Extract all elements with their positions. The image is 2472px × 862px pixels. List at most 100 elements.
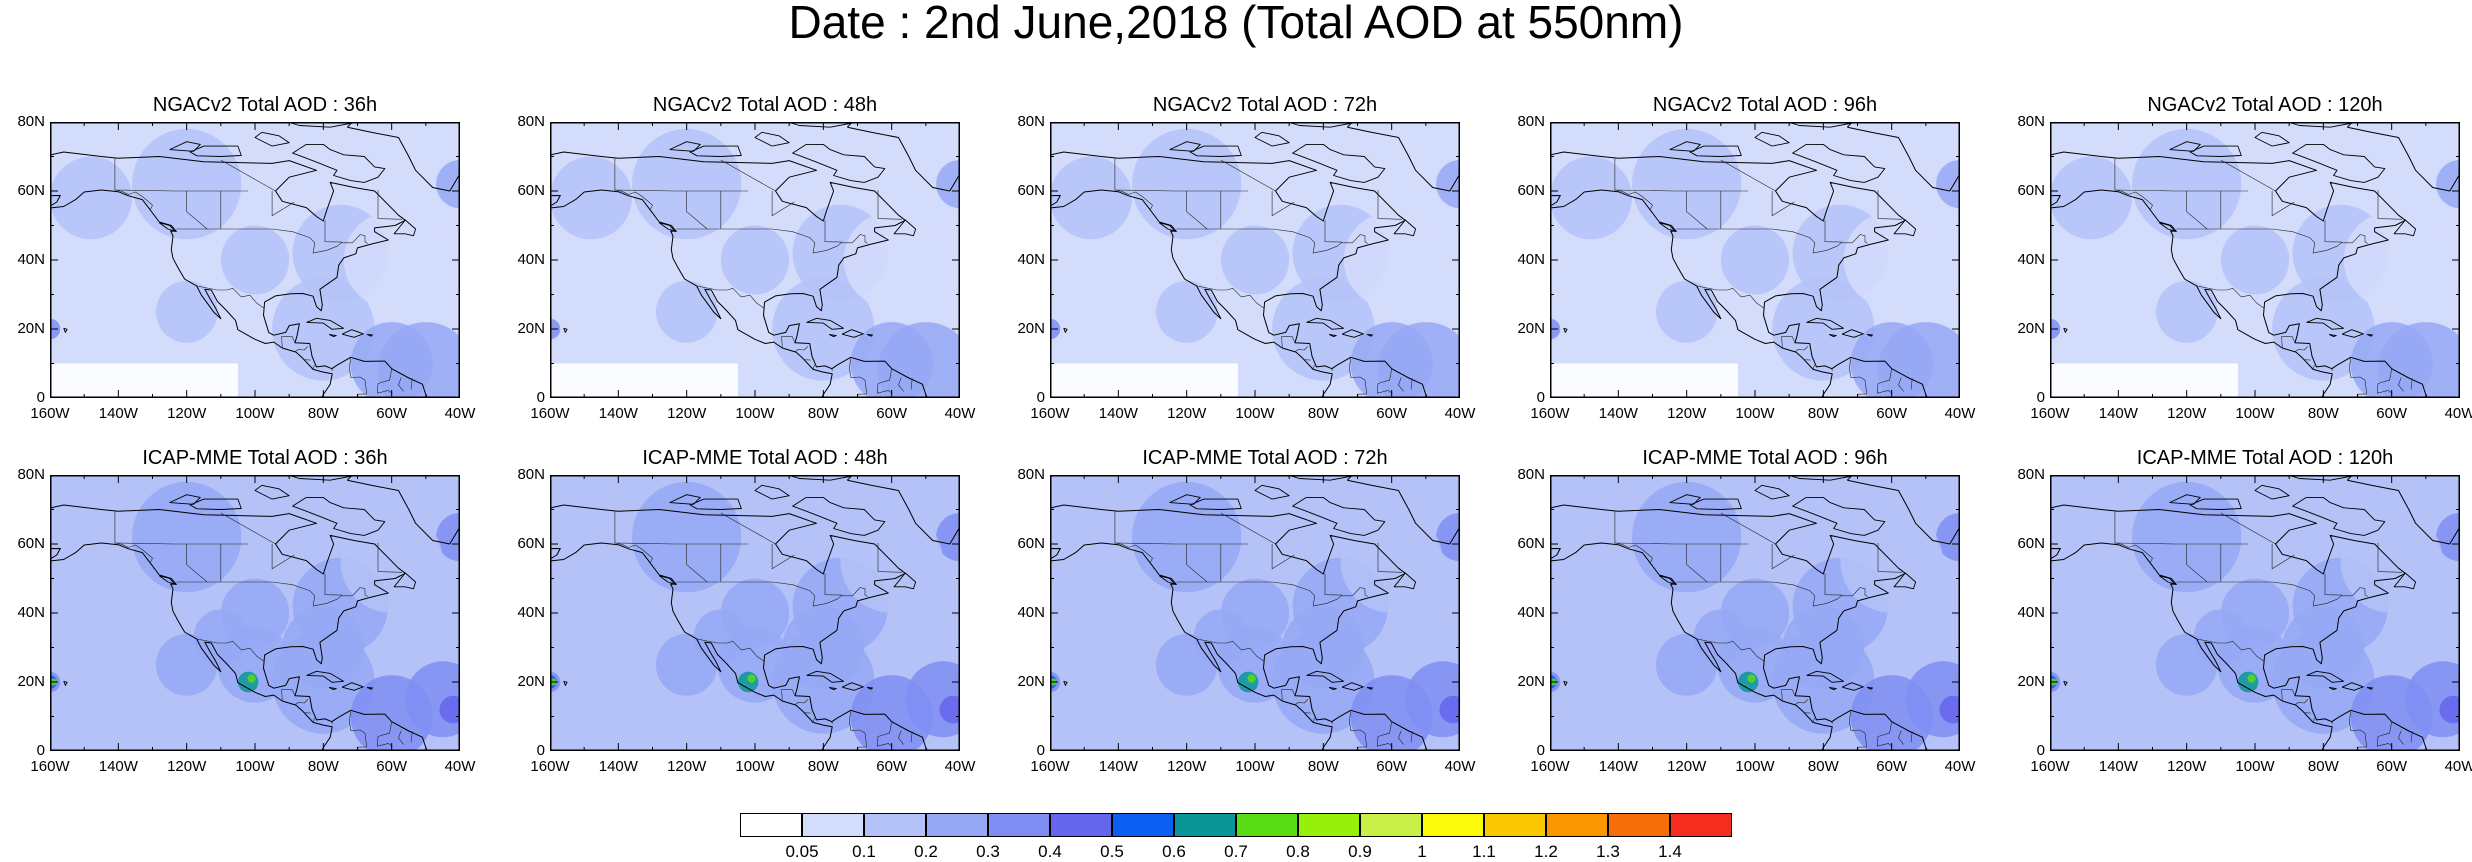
low-aod-region — [550, 363, 738, 398]
lon-label: 40W — [944, 758, 976, 775]
aod-feature — [2193, 609, 2249, 665]
coastline — [1292, 143, 1386, 183]
political-border — [1410, 378, 1413, 390]
political-border — [1114, 542, 1187, 545]
political-border — [1377, 368, 1393, 394]
lon-label: 160W — [30, 405, 70, 422]
lon-label: 40W — [1944, 758, 1976, 775]
political-border — [877, 721, 893, 747]
political-border — [1795, 346, 1809, 352]
aod-feature — [2378, 322, 2460, 398]
political-border — [1196, 285, 1265, 309]
political-border — [1877, 721, 1893, 747]
lat-label: 20N — [2017, 673, 2045, 690]
aod-feature — [550, 156, 632, 240]
colorbar-swatch — [926, 813, 988, 837]
map-panel-icap-mme-120h: ICAP-MME Total AOD : 120h 80N 60N 40N 20N 0 16… — [2017, 445, 2472, 775]
coastline — [2366, 687, 2373, 690]
lat-label: 0 — [36, 742, 45, 759]
lon-label: 140W — [98, 405, 138, 422]
political-border — [295, 699, 309, 705]
political-border — [2295, 699, 2309, 705]
lon-label: 100W — [735, 405, 775, 422]
aod-feature — [2439, 695, 2460, 724]
coastline — [189, 145, 242, 157]
aod-feature — [272, 277, 375, 381]
lon-label: 80W — [1307, 405, 1339, 422]
coastline — [689, 145, 742, 157]
colorbar-swatch — [1112, 813, 1174, 837]
aod-feature — [50, 156, 132, 240]
low-aod-region — [50, 363, 238, 398]
coastline — [393, 572, 417, 590]
coastline — [2063, 327, 2068, 333]
colorbar-label: 1.2 — [1534, 842, 1558, 861]
political-border — [281, 689, 296, 702]
lon-label: 120W — [667, 405, 707, 422]
coastline — [1254, 131, 1290, 147]
coastline — [2366, 334, 2373, 337]
lon-label: 80W — [1307, 758, 1339, 775]
political-border — [2295, 346, 2309, 352]
aod-feature — [1436, 512, 1460, 562]
lat-label: 0 — [1536, 742, 1545, 759]
political-border — [781, 336, 796, 349]
political-border — [1196, 638, 1265, 662]
political-border — [196, 285, 265, 309]
political-border — [1377, 543, 1402, 573]
political-border — [1877, 543, 1902, 573]
coastline — [346, 122, 460, 192]
coastline — [1659, 575, 1676, 585]
aod-feature — [2282, 606, 2365, 689]
coastline — [846, 475, 960, 545]
political-border — [271, 544, 295, 570]
political-border — [1271, 544, 1295, 570]
map-panel-ngacv2-72h: NGACv2 Total AOD : 72h 80N 60N 40N 20N 0 160W 1… — [1017, 92, 1480, 422]
map-plot — [550, 475, 960, 751]
aod-feature — [1343, 211, 1440, 309]
lon-label: 80W — [2307, 405, 2339, 422]
aod-feature — [737, 671, 759, 693]
political-border — [2410, 378, 2413, 390]
coastline — [1169, 141, 1201, 152]
political-border — [2114, 542, 2187, 545]
coastline — [1306, 670, 1344, 683]
map-plot — [1050, 475, 1460, 751]
political-border — [220, 512, 276, 545]
political-border — [1377, 721, 1393, 747]
coastline — [2050, 151, 2429, 398]
lat-label: 60N — [17, 182, 45, 199]
colorbar-label: 0.4 — [1038, 842, 1062, 861]
coastline — [1754, 131, 1790, 147]
political-border — [2176, 581, 2368, 607]
aod-feature — [550, 671, 663, 751]
political-border — [1771, 191, 1795, 217]
aod-feature — [1436, 159, 1460, 209]
coastline — [189, 498, 242, 510]
map-plot — [50, 475, 460, 751]
coastline — [550, 504, 929, 751]
lat-label: 80N — [2017, 113, 2045, 130]
coastline — [2254, 131, 2290, 147]
coastline — [659, 222, 676, 232]
coastline — [2393, 572, 2417, 590]
political-border — [295, 346, 309, 352]
coastline — [1050, 151, 1429, 398]
political-border — [1614, 542, 1687, 545]
coastline — [159, 575, 176, 585]
political-border — [771, 191, 795, 217]
coastline — [366, 687, 373, 690]
political-border — [1176, 581, 1368, 607]
map-plot — [2050, 122, 2460, 398]
coastline — [2393, 219, 2417, 237]
lat-label: 20N — [1517, 320, 1545, 337]
lat-label: 20N — [17, 673, 45, 690]
aod-feature — [132, 128, 242, 240]
aod-feature — [878, 322, 960, 398]
aod-feature — [1247, 674, 1256, 683]
coastline — [50, 151, 429, 398]
coastline — [1689, 145, 1742, 157]
coastline — [1792, 143, 1886, 183]
coastline — [2169, 494, 2201, 505]
coastline — [846, 122, 960, 192]
